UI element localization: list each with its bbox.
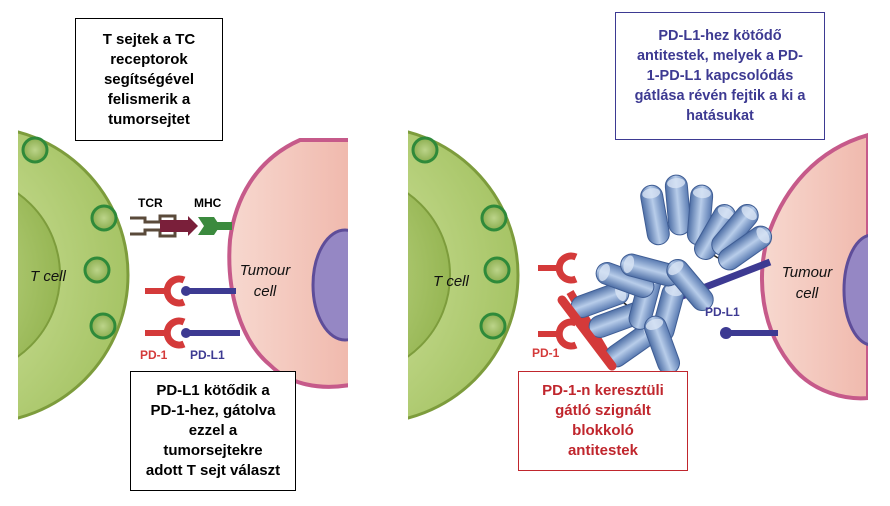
t-cell-label-left: T cell bbox=[30, 268, 66, 285]
left-panel-art bbox=[18, 130, 348, 420]
t-cell-nucleus-right bbox=[408, 192, 451, 358]
pdl1-label-left: PD-L1 bbox=[190, 348, 225, 362]
pd1-pdl1-pair-1 bbox=[145, 275, 236, 307]
pdl1-label-right: PD-L1 bbox=[705, 305, 740, 319]
tcr-recognition-box: T sejtek a TC receptorok segítségével fe… bbox=[75, 18, 223, 141]
vesicle bbox=[83, 256, 111, 284]
tumour-cell-left bbox=[227, 138, 348, 389]
pd1-label-right: PD-1 bbox=[532, 346, 560, 360]
vesicle bbox=[479, 312, 507, 340]
anti-pd1-text: PD-1-n keresztüli gátló szignált blokkol… bbox=[542, 382, 664, 459]
pd1-receptor-free bbox=[538, 252, 578, 284]
vesicle bbox=[21, 136, 49, 164]
t-cell-nucleus-left bbox=[18, 192, 61, 358]
anti-pd1-box: PD-1-n keresztüli gátló szignált blokkol… bbox=[518, 371, 688, 471]
pd1-label-left: PD-1 bbox=[140, 348, 168, 362]
t-cell-right bbox=[408, 130, 520, 420]
tcr-mhc-complex bbox=[130, 214, 232, 238]
tcr-label: TCR bbox=[138, 196, 163, 210]
vesicle bbox=[480, 204, 508, 232]
pd1-receptor-blocked bbox=[538, 318, 578, 350]
right-panel-art bbox=[408, 130, 868, 420]
vesicle bbox=[90, 204, 118, 232]
t-cell-left bbox=[18, 130, 130, 420]
mhc-molecule bbox=[198, 217, 220, 235]
vesicle bbox=[483, 256, 511, 284]
tumour-cell-right bbox=[760, 132, 868, 401]
anti-pd1-fab-red bbox=[557, 295, 617, 371]
pdl1-ligand-free bbox=[720, 327, 778, 339]
mhc-stem bbox=[214, 222, 232, 230]
vesicle bbox=[411, 136, 439, 164]
tcr-recognition-text: T sejtek a TC receptorok segítségével fe… bbox=[102, 30, 196, 128]
mhc-label: MHC bbox=[194, 196, 222, 210]
tumour-nucleus-left bbox=[311, 228, 348, 342]
anti-pdl1-text: PD-L1-hez kötődő antitestek, melyek a PD… bbox=[634, 28, 806, 124]
tumour-cell-label-left: Tumour cell bbox=[239, 262, 291, 300]
pdl1-binding-box: PD-L1 kötődik a PD-1-hez, gátolva ezzel … bbox=[130, 371, 296, 491]
vesicle bbox=[89, 312, 117, 340]
tumour-nucleus-right bbox=[842, 234, 868, 346]
pdl1-binding-text: PD-L1 kötődik a PD-1-hez, gátolva ezzel … bbox=[145, 382, 281, 479]
tcr-arrow bbox=[188, 216, 198, 236]
tcr-body bbox=[160, 220, 190, 232]
pd1-pdl1-pair-2 bbox=[145, 317, 240, 349]
tumour-cell-label-right: Tumour cell bbox=[781, 264, 833, 302]
t-cell-label-right: T cell bbox=[433, 273, 469, 290]
anti-pdl1-box: PD-L1-hez kötődő antitestek, melyek a PD… bbox=[615, 12, 825, 140]
anti-pdl1-antibody bbox=[592, 173, 777, 316]
